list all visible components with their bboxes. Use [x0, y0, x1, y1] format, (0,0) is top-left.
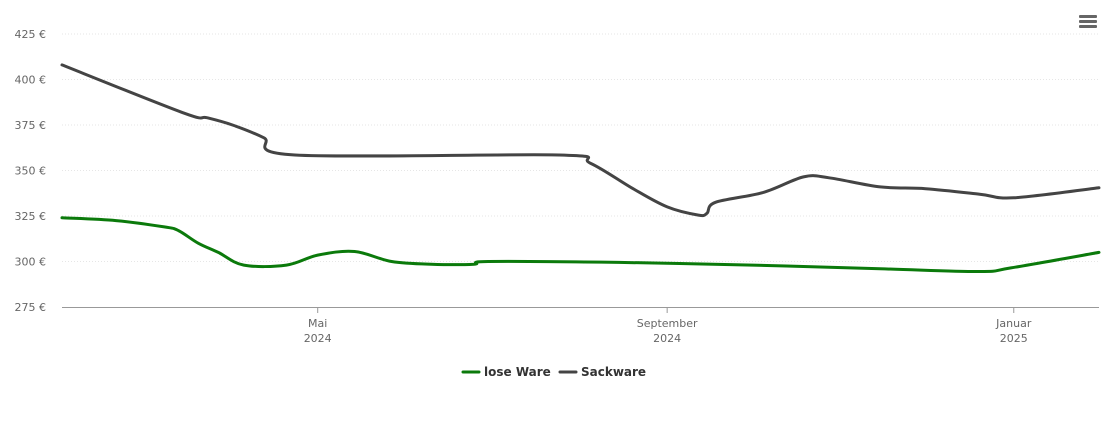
x-tick-label: September	[637, 317, 698, 330]
legend-item-1[interactable]: Sackware	[558, 365, 646, 379]
legend-label: lose Ware	[484, 365, 551, 379]
legend-label: Sackware	[581, 365, 646, 379]
x-tick-label: Januar	[995, 317, 1032, 330]
y-axis: 425 € 400 € 375 € 350 € 325 € 300 € 275 €	[15, 28, 47, 314]
y-tick-label: 375 €	[15, 119, 47, 132]
y-tick-label: 325 €	[15, 210, 47, 223]
series-line-0[interactable]	[60, 216, 1101, 274]
x-tick-year: 2024	[653, 332, 681, 345]
legend[interactable]: lose Ware Sackware	[461, 365, 646, 379]
gridlines	[62, 33, 1099, 262]
y-tick-label: 275 €	[15, 301, 47, 314]
series-line-1[interactable]	[60, 63, 1101, 218]
x-tick-year: 2025	[1000, 332, 1028, 345]
y-tick-label: 425 €	[15, 28, 47, 41]
x-axis: Mai 2024 September 2024 Januar 2025	[62, 307, 1099, 345]
x-tick-label: Mai	[308, 317, 327, 330]
x-tick-year: 2024	[304, 332, 332, 345]
hamburger-menu-icon[interactable]	[1079, 15, 1097, 28]
legend-item-0[interactable]: lose Ware	[461, 365, 551, 379]
series-lines	[60, 63, 1101, 274]
y-tick-label: 300 €	[15, 256, 47, 269]
y-tick-label: 400 €	[15, 74, 47, 87]
y-tick-label: 350 €	[15, 165, 47, 178]
